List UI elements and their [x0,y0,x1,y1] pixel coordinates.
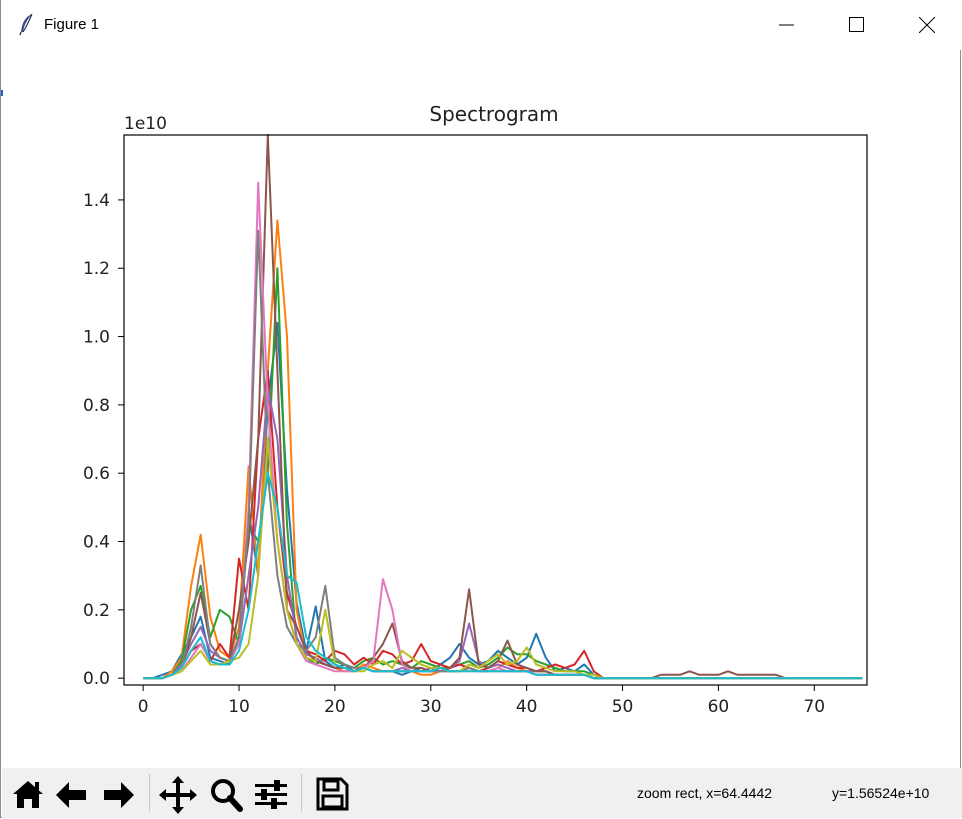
y-offset-text: 1e10 [124,114,167,134]
home-button[interactable] [8,772,48,814]
y-tick-label: 0.0 [83,669,110,689]
forward-button[interactable] [98,772,138,814]
navigation-toolbar: zoom rect, x=64.4442 y=1.56524e+10 [2,768,962,818]
status-x-readout: zoom rect, x=64.4442 [637,785,773,801]
minimize-button[interactable] [753,0,823,50]
x-axis: 0 10 20 30 40 50 60 70 [138,685,825,717]
y-tick-label: 1.2 [83,259,110,279]
y-axis: 0.0 0.2 0.4 0.6 0.8 1.0 1.2 1.4 [83,191,124,689]
toolbar-separator [149,774,150,812]
x-tick-label: 50 [612,697,634,717]
series-line-8 [143,229,863,680]
feather-icon [17,12,37,36]
edge-marker [1,90,3,96]
series-line-10 [143,472,863,680]
x-tick-label: 60 [708,697,730,717]
x-tick-label: 30 [420,697,442,717]
plot-lines [143,134,863,680]
save-button[interactable] [312,772,352,814]
y-tick-label: 1.0 [83,328,110,348]
x-tick-label: 70 [803,697,825,717]
y-tick-label: 0.6 [83,464,110,484]
axes-frame [123,134,868,686]
maximize-button[interactable] [823,0,893,50]
y-tick-label: 0.8 [83,396,110,416]
y-tick-label: 1.4 [83,191,110,211]
x-tick-label: 0 [138,697,149,717]
plot-canvas[interactable]: Spectrogram 1e10 0 10 20 30 40 50 60 70 0.00.20… [1,50,962,768]
back-button[interactable] [52,772,92,814]
y-tick-label: 0.2 [83,601,110,621]
x-tick-label: 10 [228,697,250,717]
close-button[interactable] [893,0,962,50]
toolbar-separator [301,774,302,812]
y-tick-label: 0.4 [83,533,110,553]
title-bar[interactable]: Figure 1 [1,0,962,50]
x-tick-label: 20 [324,697,346,717]
pan-button[interactable] [158,772,198,814]
zoom-button[interactable] [206,772,246,814]
status-y-readout: y=1.56524e+10 [832,785,930,801]
window-title: Figure 1 [44,16,100,33]
x-tick-label: 40 [516,697,538,717]
chart-title: Spectrogram [429,102,558,126]
configure-subplots-button[interactable] [251,772,291,814]
